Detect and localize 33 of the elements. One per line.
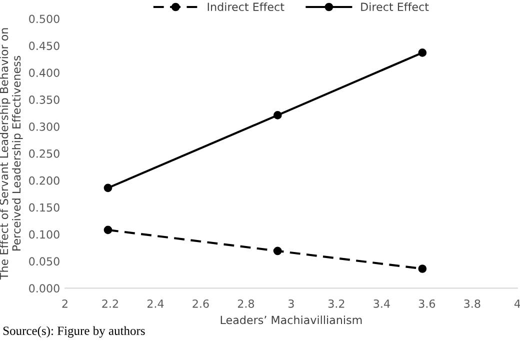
- y-tick-label: 0.250: [29, 149, 60, 158]
- x-tick-label: 2.6: [192, 299, 209, 308]
- point: [273, 111, 282, 120]
- point: [104, 184, 112, 192]
- x-tick-label: 2.2: [102, 299, 118, 308]
- legend-label: Indirect Effect: [208, 2, 284, 12]
- x-tick-label: 2: [62, 299, 68, 308]
- x-tick-label: 2.8: [238, 299, 254, 308]
- x-tick-label: 3.4: [374, 299, 390, 308]
- point: [418, 264, 427, 273]
- legend-label: Direct Effect: [361, 2, 429, 12]
- y-tick-label: 0.350: [29, 96, 60, 104]
- y-axis-title: The Effect of Servant Leadership Behavior on Perceived Leadership Effectiveness: [0, 28, 23, 280]
- y-tick-label: 0.050: [29, 257, 60, 266]
- x-tick-label: 2.4: [147, 299, 164, 308]
- y-tick-label: 0.300: [29, 122, 60, 131]
- y-tick-label: 0.500: [29, 14, 60, 24]
- y-tick-label: 0.100: [29, 230, 60, 239]
- x-tick-label: 3.6: [418, 299, 436, 308]
- y-tick-label: 0.450: [29, 42, 60, 50]
- source-note: Source(s): Figure by authors: [3, 326, 145, 338]
- point: [273, 246, 282, 256]
- point: [418, 48, 427, 57]
- y-tick-label: 0.200: [29, 176, 60, 185]
- y-tick-label: 0.150: [29, 203, 60, 212]
- x-tick-label: 4: [514, 300, 520, 308]
- x-tick-label: 3: [288, 299, 294, 308]
- x-tick-label: 3.8: [464, 299, 480, 308]
- y-tick-label: 0.400: [29, 68, 60, 78]
- x-tick-label: 3.2: [328, 299, 344, 308]
- x-axis-title: Leaders’ Machiavillianism: [220, 316, 362, 324]
- point: [104, 226, 112, 234]
- y-tick-label: 0.000: [29, 284, 60, 293]
